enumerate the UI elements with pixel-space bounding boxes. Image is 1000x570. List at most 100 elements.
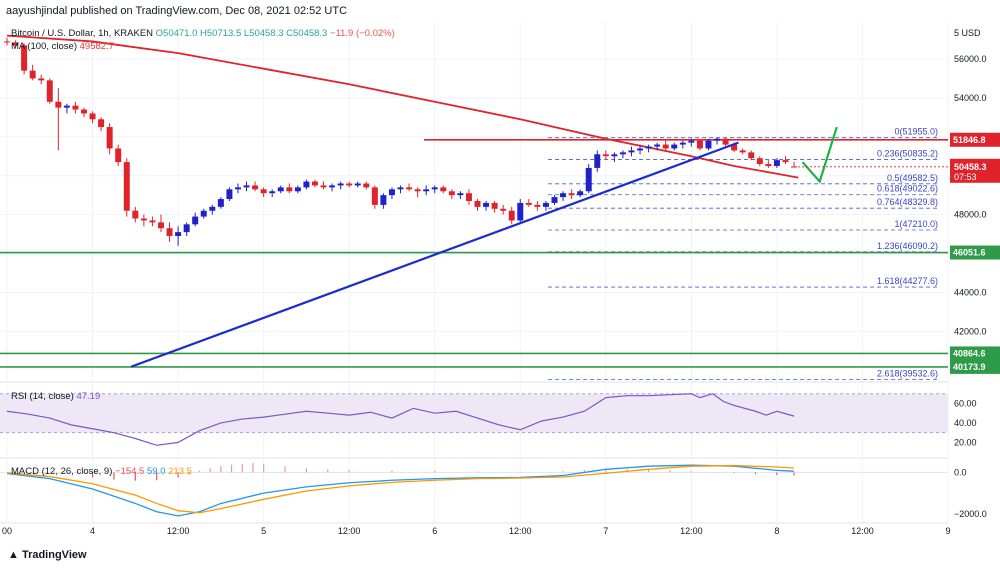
candle-body — [440, 187, 447, 192]
candle-body — [500, 208, 507, 211]
support-price-label: 40173.9 — [953, 362, 986, 372]
candle-body — [337, 183, 344, 186]
candle-body — [166, 228, 173, 237]
candle-body — [671, 144, 678, 149]
candle-body — [371, 187, 378, 205]
time-tick-label: 12:00 — [338, 526, 361, 536]
fib-level-label: 0.764(48329.8) — [877, 197, 938, 207]
last-price-tag — [950, 158, 1000, 183]
candle-body — [508, 210, 515, 221]
candle-body — [320, 185, 327, 188]
candle-body — [252, 185, 259, 190]
candle-body — [414, 189, 421, 192]
candle-body — [55, 101, 62, 108]
candle-body — [534, 204, 541, 207]
candle-body — [585, 167, 592, 192]
resistance-price-label: 51846.8 — [953, 135, 986, 145]
candle-body — [209, 206, 216, 211]
candle-body — [619, 152, 626, 155]
macd-hist-value: −154.5 — [115, 466, 145, 477]
candle-body — [423, 189, 430, 192]
macd-legend: MACD (12, 26, close, 9) −154.5 59.0 213.… — [11, 466, 192, 477]
candle-body — [115, 148, 122, 163]
candle-body — [346, 183, 353, 186]
candle-body — [654, 144, 661, 147]
fib-level-label: 2.618(39532.6) — [877, 368, 938, 378]
candle-body — [269, 191, 276, 194]
candle-body — [696, 140, 703, 149]
fib-level-label: 0.618(49022.6) — [877, 184, 938, 194]
candle-body — [106, 127, 113, 149]
support-price-tag — [950, 359, 1000, 374]
candle-body — [773, 160, 780, 166]
candle-body — [132, 210, 139, 219]
candle-body — [311, 181, 318, 186]
rsi-value: 47.19 — [76, 391, 101, 402]
candle-body — [200, 210, 207, 217]
candle-body — [354, 183, 361, 186]
candle-body — [123, 162, 130, 211]
price-tick-label: 42000.0 — [954, 326, 987, 336]
publisher-header: aayushjindal published on TradingView.co… — [6, 5, 348, 17]
candle-body — [714, 138, 721, 141]
candle-body — [457, 193, 464, 196]
candle-body — [688, 140, 695, 143]
currency-label: 5 USD — [954, 28, 981, 38]
time-tick-label: 8 — [774, 526, 779, 536]
candle-body — [363, 183, 370, 188]
price-change: −11.9 (−0.02%) — [330, 28, 395, 39]
candle-body — [525, 202, 532, 205]
fib-level-label: 1(47210.0) — [894, 219, 938, 229]
support-price-tag — [950, 346, 1000, 361]
time-tick-label: 12:00 — [167, 526, 190, 536]
macd-signal-value: 213.5 — [168, 466, 192, 477]
time-tick-label: 00 — [2, 526, 12, 536]
candle-body — [12, 42, 19, 46]
bar-countdown-label: 07:53 — [954, 172, 977, 182]
candle-body — [611, 154, 618, 157]
macd-line-value: 59.0 — [146, 466, 166, 477]
candle-body — [679, 142, 686, 145]
price-tick-label: 54000.0 — [954, 93, 987, 103]
time-tick-label: 4 — [90, 526, 95, 536]
candle-body — [192, 216, 199, 225]
price-tick-label: 48000.0 — [954, 210, 987, 220]
tradingview-text: TradingView — [21, 549, 87, 561]
fib-level-label: 0(51955.0) — [894, 127, 938, 137]
rsi-line — [6, 393, 795, 446]
time-tick-label: 12:00 — [851, 526, 874, 536]
support-price-tag — [950, 245, 1000, 260]
candle-body — [175, 232, 182, 237]
macd-tick-label: 0.0 — [954, 467, 967, 477]
trend-line — [130, 141, 739, 368]
ma-legend: MA (100, close) 49582.7 — [11, 41, 114, 52]
candle-body — [183, 224, 190, 233]
candle-body — [243, 185, 250, 188]
candle-body — [89, 113, 96, 120]
candle-body — [602, 154, 609, 157]
fib-level-label: 0.5(49582.5) — [887, 173, 938, 183]
candle-body — [474, 201, 481, 207]
support-price-label: 46051.6 — [953, 248, 986, 258]
candle-body — [594, 154, 601, 168]
candle-body — [286, 187, 293, 192]
candle-body — [234, 187, 241, 190]
ma-label: MA (100, close) — [11, 41, 77, 52]
fib-level-label: 0.236(50835.2) — [877, 148, 938, 158]
price-tick-label: 44000.0 — [954, 287, 987, 297]
candle-body — [431, 187, 438, 190]
candle-body — [705, 140, 712, 149]
candle-body — [577, 191, 584, 196]
candle-body — [765, 164, 772, 166]
candle-body — [560, 193, 567, 198]
candle-body — [21, 45, 28, 71]
candle-body — [739, 150, 746, 153]
candle-body — [551, 197, 558, 203]
candle-body — [662, 144, 669, 149]
candle-body — [380, 195, 387, 205]
candle-body — [72, 105, 79, 110]
last-price-label: 50458.3 — [954, 162, 987, 172]
ma-value: 49582.7 — [79, 41, 114, 52]
tradingview-icon: ▲ — [8, 549, 19, 561]
